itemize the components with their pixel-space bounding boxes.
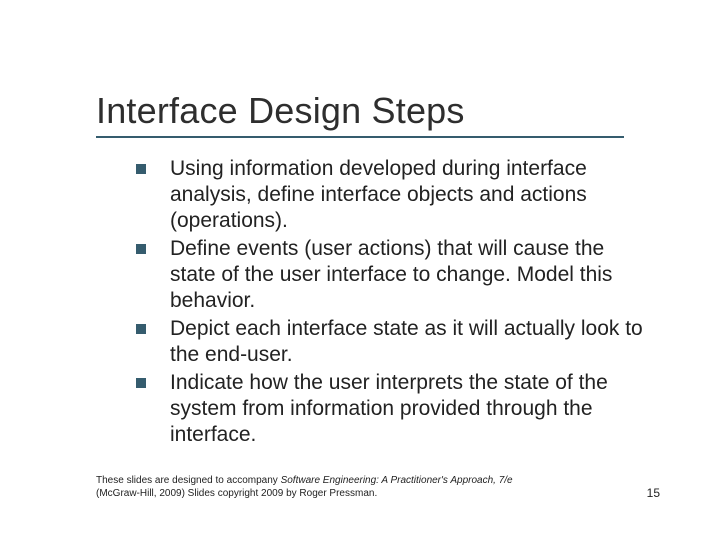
footer-italic: Software Engineering: A Practitioner's A… (281, 475, 513, 486)
list-item-text: Define events (user actions) that will c… (170, 236, 650, 314)
title-underline (96, 136, 624, 138)
slide: Interface Design Steps Using information… (0, 0, 720, 540)
list-item: Depict each interface state as it will a… (136, 316, 650, 368)
list-item: Indicate how the user interprets the sta… (136, 370, 650, 448)
list-item-text: Using information developed during inter… (170, 156, 650, 234)
title-wrap: Interface Design Steps (96, 90, 680, 134)
list-item: Using information developed during inter… (136, 156, 650, 234)
square-bullet-icon (136, 164, 146, 174)
footer-suffix: (McGraw-Hill, 2009) Slides copyright 200… (96, 488, 377, 499)
bullet-list: Using information developed during inter… (136, 156, 650, 450)
list-item-text: Depict each interface state as it will a… (170, 316, 650, 368)
square-bullet-icon (136, 324, 146, 334)
slide-title: Interface Design Steps (96, 90, 680, 132)
list-item: Define events (user actions) that will c… (136, 236, 650, 314)
footer: These slides are designed to accompany S… (96, 474, 660, 500)
square-bullet-icon (136, 244, 146, 254)
footer-text: These slides are designed to accompany S… (96, 474, 513, 500)
list-item-text: Indicate how the user interprets the sta… (170, 370, 650, 448)
square-bullet-icon (136, 378, 146, 388)
page-number: 15 (647, 486, 660, 500)
footer-prefix: These slides are designed to accompany (96, 475, 281, 486)
